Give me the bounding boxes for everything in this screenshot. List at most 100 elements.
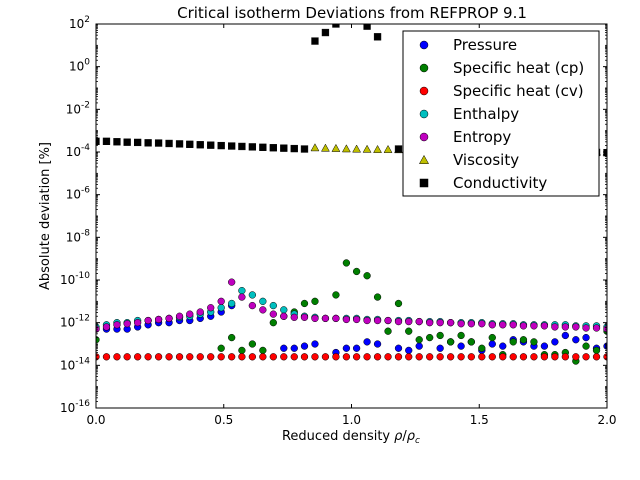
legend-item: Specific heat (cv) — [419, 82, 584, 100]
data-point — [530, 353, 538, 361]
data-point — [426, 333, 434, 342]
data-point — [415, 336, 423, 344]
data-point — [499, 353, 507, 361]
data-point — [457, 331, 465, 340]
data-point — [186, 310, 194, 318]
data-point — [592, 324, 601, 332]
y-tick-label: 10-2 — [66, 100, 90, 116]
data-point — [123, 138, 131, 146]
data-point — [405, 346, 413, 355]
data-point — [467, 353, 475, 361]
series-entropy — [96, 278, 607, 333]
data-point — [259, 346, 267, 355]
data-point — [269, 310, 277, 318]
data-point — [228, 353, 236, 361]
data-point — [144, 139, 152, 147]
data-point — [217, 297, 225, 305]
data-point — [592, 353, 601, 361]
data-point — [238, 346, 246, 355]
data-point — [96, 336, 100, 344]
data-point — [175, 353, 184, 361]
data-point — [217, 304, 225, 312]
legend-label: Pressure — [453, 36, 517, 54]
data-point — [405, 327, 413, 335]
data-point — [207, 353, 215, 361]
data-point — [300, 145, 309, 153]
data-point — [394, 344, 403, 352]
data-point — [311, 353, 319, 361]
data-point — [238, 353, 246, 361]
data-point — [363, 353, 371, 361]
data-point — [446, 353, 455, 361]
data-point — [509, 338, 517, 346]
y-tick-label: 100 — [69, 58, 90, 74]
data-point — [384, 327, 392, 335]
data-point — [238, 287, 246, 295]
data-layer — [96, 24, 607, 365]
data-point — [352, 315, 361, 324]
legend-item: Pressure — [419, 36, 517, 54]
data-point — [446, 319, 455, 327]
data-point — [478, 344, 486, 352]
legend-item: Specific heat (cp) — [419, 59, 584, 77]
data-point — [154, 353, 163, 361]
x-axis-label-rho-c: ρ — [407, 429, 416, 444]
ticks-layer: 0.0 0.5 1.0 1.5 2.0 10-16 10-14 10-12 10-10 10-8 1… — [60, 15, 617, 427]
y-tick-label: 10-12 — [60, 314, 90, 330]
y-tick-label: 10-16 — [60, 399, 90, 415]
x-tick-label: 1.0 — [342, 413, 361, 427]
data-point — [259, 297, 267, 305]
x-axis-label-sub: c — [415, 436, 420, 446]
data-point — [363, 316, 371, 325]
data-point — [165, 353, 173, 361]
data-point — [175, 140, 184, 148]
data-point — [113, 321, 121, 329]
series-specific-heat-cv — [96, 353, 607, 361]
legend-marker — [419, 178, 429, 188]
data-point — [519, 353, 528, 361]
data-point — [228, 278, 236, 286]
data-point — [123, 320, 131, 328]
data-point — [384, 353, 392, 361]
data-point — [551, 338, 559, 346]
legend: Pressure Specific heat (cp) Specific heat … — [402, 30, 600, 197]
data-point — [373, 353, 382, 361]
data-point — [478, 353, 486, 361]
y-tick-label: 10-10 — [60, 271, 90, 287]
y-tick-label: 10-6 — [66, 186, 91, 202]
legend-frame — [402, 30, 600, 197]
data-point — [530, 322, 538, 330]
legend-item: Conductivity — [419, 174, 547, 192]
data-point — [342, 259, 351, 267]
legend-marker — [419, 40, 429, 50]
data-point — [582, 324, 590, 332]
data-point — [530, 338, 538, 346]
data-point — [363, 272, 371, 280]
data-point — [551, 353, 559, 361]
data-point — [572, 353, 580, 361]
data-point — [123, 353, 131, 361]
data-point — [467, 338, 475, 346]
x-tick-label: 1.5 — [470, 413, 489, 427]
data-point — [269, 144, 277, 152]
data-point — [341, 144, 351, 153]
data-point — [551, 323, 559, 331]
data-point — [133, 319, 142, 327]
data-point — [290, 353, 298, 361]
data-point — [582, 342, 590, 350]
data-point — [499, 342, 507, 350]
data-point — [290, 144, 298, 153]
data-point — [509, 321, 517, 329]
data-point — [519, 322, 528, 330]
data-point — [300, 353, 309, 361]
data-point — [196, 353, 204, 361]
data-point — [561, 323, 570, 331]
data-point — [113, 353, 121, 361]
legend-marker — [419, 132, 429, 142]
data-point — [311, 297, 319, 305]
data-point — [196, 141, 204, 149]
data-point — [238, 293, 246, 301]
data-point — [113, 138, 121, 146]
x-tick-label: 0.0 — [86, 413, 105, 427]
